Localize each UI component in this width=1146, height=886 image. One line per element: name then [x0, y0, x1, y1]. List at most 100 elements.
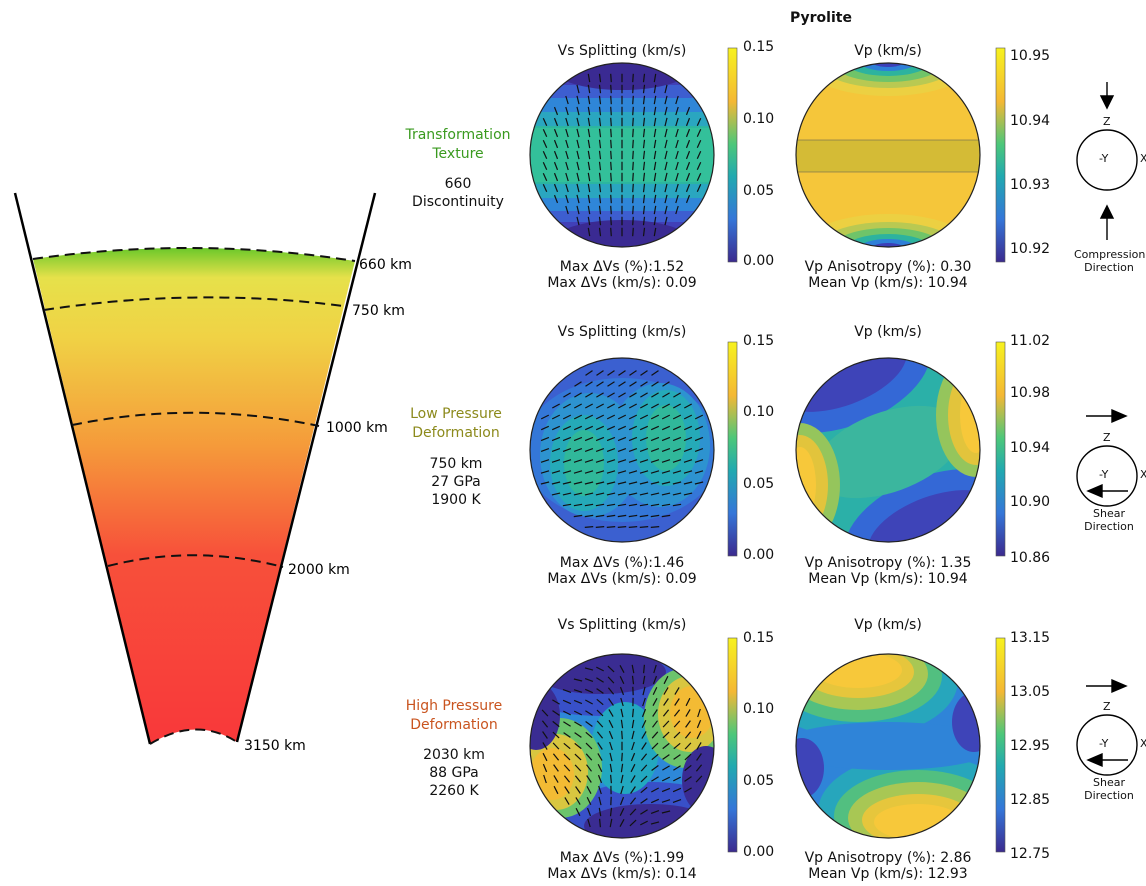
row2-cond-1: 750 km: [429, 456, 483, 472]
fast-axis-tick: [628, 436, 638, 442]
fast-axis-tick: [685, 172, 691, 182]
fast-axis-tick: [664, 106, 668, 116]
fast-axis-tick: [642, 73, 646, 83]
fast-axis-tick: [565, 172, 569, 182]
fast-axis-tick: [552, 699, 560, 705]
fast-axis-tick: [640, 764, 648, 772]
fast-axis-tick: [563, 392, 571, 398]
fast-axis-tick: [540, 414, 550, 420]
row3-vs-tick-2: 0.10: [743, 701, 775, 717]
depth-label-2000: 2000 km: [288, 562, 350, 578]
fast-axis-tick: [606, 414, 616, 420]
fast-axis-tick: [576, 216, 580, 226]
fast-axis-tick: [661, 425, 671, 431]
fast-axis-tick: [632, 139, 634, 149]
fast-axis-tick: [674, 687, 680, 695]
fast-axis-tick: [563, 742, 571, 750]
fast-axis-tick: [696, 139, 702, 149]
fast-axis-tick: [597, 774, 603, 784]
fast-axis-tick: [642, 216, 646, 226]
fast-axis-tick: [631, 741, 635, 751]
fast-axis-tick: [610, 194, 612, 204]
fast-axis-tick: [675, 95, 679, 105]
fast-axis-tick: [672, 425, 682, 431]
fast-axis-tick: [662, 720, 670, 728]
vs-colorbar-2: [727, 341, 738, 557]
row3-vp-tick-5: 12.75: [1010, 846, 1051, 862]
fast-axis-tick: [565, 139, 569, 149]
fast-axis-tick: [553, 150, 559, 160]
fast-axis-tick: [610, 216, 612, 226]
fast-axis-tick: [542, 172, 548, 182]
fast-axis-tick: [585, 381, 593, 387]
fast-axis-tick: [661, 414, 671, 420]
fast-axis-tick: [587, 84, 591, 94]
fast-axis-tick: [576, 106, 580, 116]
row2-dir-line2: Direction: [1084, 520, 1134, 533]
fast-axis-tick: [584, 492, 594, 496]
fast-axis-tick: [696, 161, 702, 171]
fast-axis-tick: [542, 128, 548, 138]
fast-axis-tick: [576, 139, 580, 149]
fast-axis-tick: [587, 150, 591, 160]
fast-axis-tick: [696, 128, 702, 138]
fast-axis-tick: [639, 448, 649, 452]
fast-axis-tick: [606, 526, 616, 528]
row1-vp-stat2: Mean Vp (km/s): 10.94: [808, 275, 968, 291]
fast-axis-tick: [629, 797, 637, 805]
fast-axis-tick: [606, 514, 616, 518]
fast-axis-tick: [608, 709, 614, 717]
fast-axis-tick: [684, 731, 692, 739]
fast-axis-tick: [596, 370, 604, 376]
fast-axis-tick: [684, 787, 692, 793]
fast-axis-tick: [606, 425, 616, 431]
row3-dir-line1: Shear: [1093, 776, 1125, 789]
row2-axis-x: X: [1140, 468, 1146, 481]
fast-axis-tick: [632, 150, 634, 160]
depth-boundary-750: [43, 296, 344, 311]
fast-axis-tick: [598, 84, 602, 94]
fast-axis-tick: [642, 117, 646, 127]
fast-axis-tick: [586, 775, 592, 783]
fast-axis-tick: [610, 183, 612, 193]
fast-axis-tick: [565, 194, 569, 204]
fast-axis-tick: [651, 765, 659, 771]
fast-axis-tick: [664, 183, 668, 193]
fast-axis-tick: [596, 709, 604, 717]
fast-axis-tick: [564, 797, 570, 805]
fast-axis-tick: [553, 106, 559, 116]
row2-vp-tick-1: 11.02: [1010, 333, 1051, 349]
fast-axis-tick: [642, 128, 646, 138]
fast-axis-tick: [661, 492, 671, 496]
fast-axis-tick: [628, 492, 638, 496]
fast-axis-tick: [551, 481, 561, 485]
fast-axis-tick: [598, 73, 602, 83]
fast-axis-tick: [576, 183, 580, 193]
fast-axis-tick: [640, 753, 648, 761]
fast-axis-tick: [585, 710, 593, 716]
fast-axis-tick: [632, 84, 634, 94]
fast-axis-tick: [542, 763, 548, 773]
fast-axis-tick: [629, 808, 637, 816]
row3-vs-title: Vs Splitting (km/s): [557, 617, 687, 633]
fast-axis-tick: [653, 95, 657, 105]
fast-axis-tick: [639, 481, 649, 485]
row3-vp-title: Vp (km/s): [854, 617, 922, 633]
fast-axis-tick: [587, 194, 591, 204]
fast-axis-tick: [673, 720, 681, 728]
compression-diagram: [1076, 82, 1138, 240]
fast-axis-tick: [673, 765, 681, 771]
fast-axis-tick: [607, 392, 615, 398]
vp-colorbar-2: [995, 341, 1006, 557]
row1-vp-tick-3: 10.93: [1010, 177, 1051, 193]
fast-axis-tick: [598, 216, 602, 226]
fast-axis-tick: [662, 731, 670, 739]
fast-axis-tick: [540, 470, 550, 474]
fast-axis-tick: [651, 731, 659, 739]
fast-axis-tick: [673, 731, 681, 739]
fast-axis-tick: [606, 492, 616, 496]
row1-vs-tick-4: 0.00: [743, 253, 775, 269]
fast-axis-tick: [562, 492, 572, 496]
fast-axis-tick: [662, 765, 670, 771]
